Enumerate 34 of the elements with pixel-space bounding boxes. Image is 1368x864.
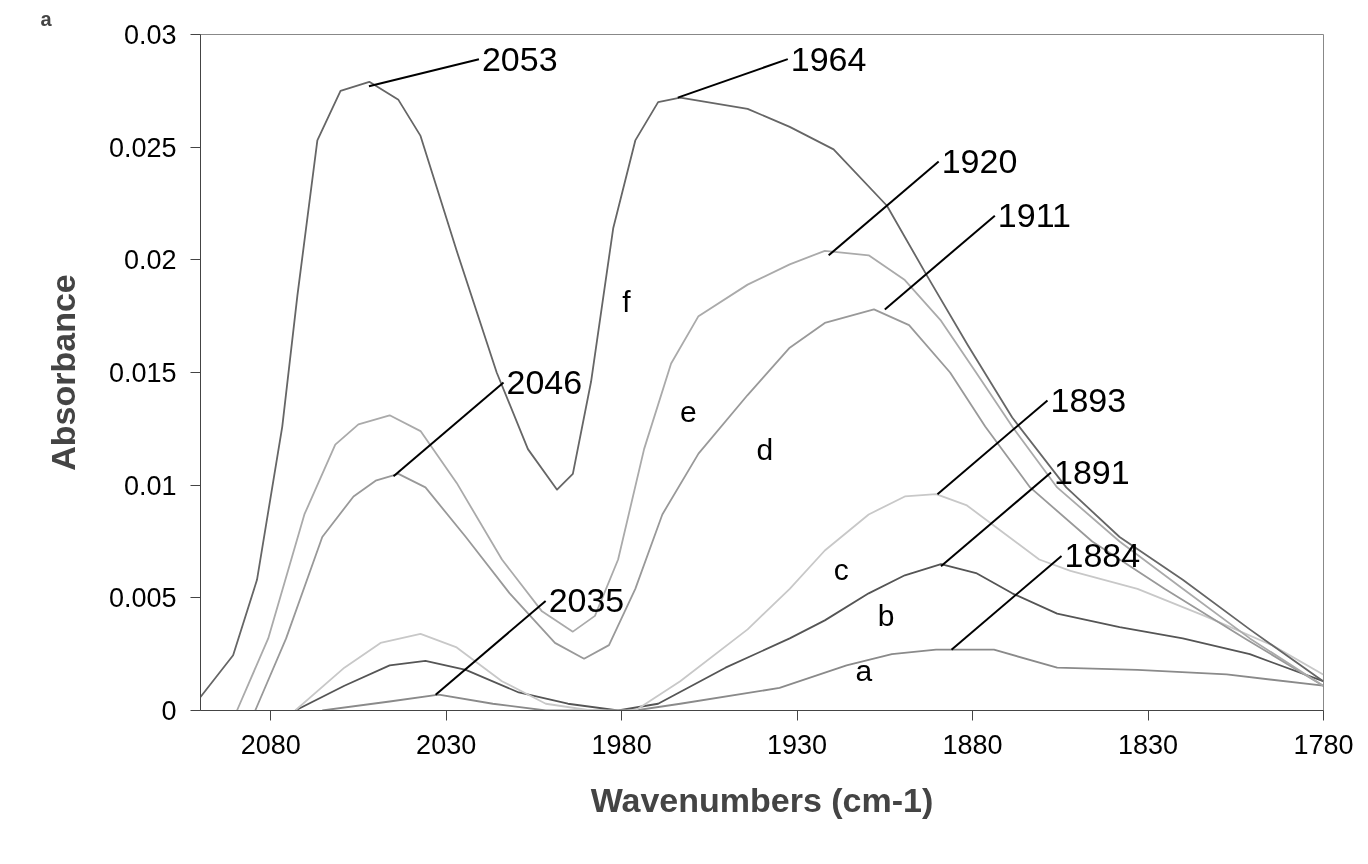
y-tick-label: 0 — [161, 696, 177, 726]
x-tick-label: 2080 — [240, 729, 301, 760]
annotation: 1884 — [1064, 536, 1141, 575]
series-label: e — [680, 394, 697, 428]
x-tick-label: 1780 — [1293, 729, 1354, 760]
annotation: 1891 — [1053, 453, 1130, 492]
y-tick-label: 0.02 — [123, 245, 177, 276]
x-tick-label: 2030 — [416, 729, 477, 760]
x-tick-label: 1930 — [767, 729, 828, 760]
annotation: 1893 — [1050, 380, 1127, 419]
annotation: 2053 — [481, 39, 558, 78]
x-tick-label: 1830 — [1118, 729, 1179, 760]
x-tick-label: 1980 — [591, 729, 652, 760]
annotation: 1964 — [790, 39, 867, 78]
y-tick-label: 0.025 — [108, 132, 177, 163]
y-tick-label: 0.015 — [108, 358, 177, 388]
x-axis-title: Wavenumbers (cm-1) — [590, 780, 934, 819]
line-series — [200, 80, 1324, 698]
series-label: b — [877, 598, 895, 632]
x-tick-label: 1880 — [942, 729, 1003, 760]
annotation: 2035 — [548, 581, 625, 620]
series-label: f — [622, 285, 632, 319]
text: a — [40, 7, 53, 30]
series-label: c — [833, 553, 849, 587]
y-tick-label: 0.01 — [123, 470, 177, 501]
series-label: d — [756, 433, 774, 467]
y-tick-label: 0.005 — [108, 583, 177, 614]
series-label: a — [855, 654, 873, 688]
annotation: 1911 — [997, 196, 1071, 235]
annotation: 2046 — [506, 362, 583, 401]
line-series — [294, 493, 1324, 711]
annotation: 1920 — [941, 142, 1018, 181]
y-tick-label: 0.03 — [123, 20, 177, 50]
y-axis-title: Absorbance — [43, 274, 82, 471]
